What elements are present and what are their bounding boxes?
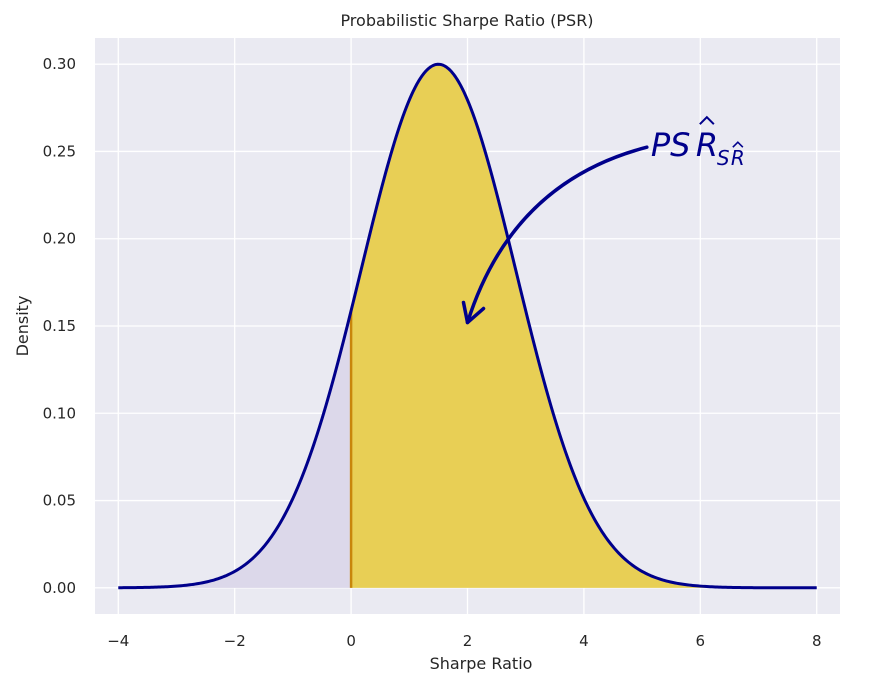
- x-tick-label: 4: [579, 632, 589, 650]
- annotation-label-hat: R: [696, 126, 718, 164]
- y-tick-label: 0.20: [43, 230, 76, 248]
- shaded-area-left: [118, 310, 352, 588]
- annotation-arrow: [465, 145, 649, 325]
- annotation-subscript: S: [717, 146, 730, 170]
- y-axis-ticks: 0.00 0.05 0.10 0.15 0.20 0.25 0.30: [43, 55, 76, 597]
- y-axis-label: Density: [13, 296, 32, 357]
- x-axis-ticks: −4 −2 0 2 4 6 8: [107, 632, 821, 650]
- annotation-label-main: PS: [651, 126, 691, 164]
- annotation-arrowhead: [461, 300, 486, 325]
- shaded-area-right: [351, 64, 817, 588]
- y-tick-label: 0.05: [43, 492, 76, 510]
- y-tick-label: 0.00: [43, 579, 76, 597]
- y-tick-label: 0.15: [43, 317, 76, 335]
- hat-mark-sub: [732, 141, 744, 148]
- x-tick-label: −2: [224, 632, 246, 650]
- hat-mark: [699, 115, 715, 125]
- x-tick-label: 2: [463, 632, 473, 650]
- y-tick-label: 0.10: [43, 404, 76, 422]
- annotation-subscript-hat: R: [731, 146, 745, 170]
- x-axis-label: Sharpe Ratio: [430, 654, 533, 673]
- plot-layer: [118, 62, 817, 590]
- density-curve: [118, 62, 817, 590]
- annotation-layer: PS RS R: [461, 115, 745, 325]
- y-tick-label: 0.25: [43, 142, 76, 160]
- y-tick-label: 0.30: [43, 55, 76, 73]
- x-tick-label: −4: [107, 632, 129, 650]
- x-tick-label: 8: [812, 632, 822, 650]
- x-tick-label: 6: [696, 632, 706, 650]
- x-tick-label: 0: [346, 632, 356, 650]
- chart-title: Probabilistic Sharpe Ratio (PSR): [340, 11, 593, 30]
